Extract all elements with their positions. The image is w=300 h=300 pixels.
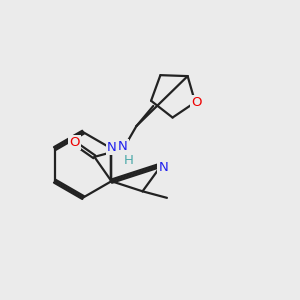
Text: N: N: [106, 140, 116, 154]
Text: H: H: [124, 154, 134, 167]
Text: N: N: [118, 140, 128, 153]
Text: O: O: [69, 136, 80, 149]
Text: O: O: [191, 96, 202, 109]
Text: N: N: [158, 161, 168, 174]
